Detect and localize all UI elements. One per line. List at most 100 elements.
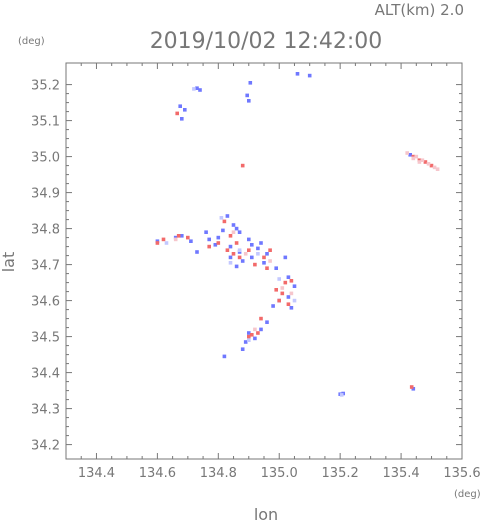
data-point	[243, 340, 248, 344]
data-point	[207, 237, 211, 242]
data-point	[195, 86, 199, 90]
data-point	[420, 158, 425, 162]
y-tick-label: 34.6	[31, 295, 60, 310]
data-point	[234, 241, 239, 245]
x-tick-label: 134.6	[139, 466, 176, 481]
data-point	[192, 87, 196, 91]
data-point	[247, 99, 251, 103]
data-point	[283, 255, 288, 260]
y-tick-label: 34.4	[31, 367, 60, 382]
data-point	[295, 72, 300, 76]
data-point	[268, 259, 272, 263]
data-point	[231, 223, 236, 227]
data-point	[228, 234, 233, 238]
x-tick-label: 135.2	[322, 466, 359, 481]
data-point	[189, 239, 193, 243]
y-tick-label: 34.8	[31, 223, 60, 238]
data-point	[277, 298, 281, 303]
y-tick-label: 34.7	[31, 259, 60, 274]
data-point	[213, 243, 218, 247]
x-tick-label: 134.8	[200, 466, 237, 481]
data-point	[180, 234, 184, 238]
data-point	[265, 252, 269, 256]
data-point	[245, 93, 249, 98]
data-point	[231, 252, 236, 256]
y-unit-label: (deg)	[18, 36, 45, 47]
data-point	[183, 108, 187, 112]
data-point	[339, 393, 344, 397]
data-point	[234, 226, 239, 231]
data-point	[280, 286, 285, 290]
data-point	[216, 241, 221, 245]
x-axis-label: lon	[254, 505, 278, 521]
data-point	[286, 302, 291, 306]
data-point	[259, 241, 263, 245]
data-point	[280, 291, 285, 296]
data-point	[250, 243, 254, 247]
y-tick-label: 34.3	[31, 403, 60, 418]
data-point	[274, 266, 278, 270]
data-point	[216, 235, 221, 240]
data-point	[283, 280, 288, 285]
data-point	[225, 214, 230, 218]
y-tick-label: 34.5	[31, 331, 60, 346]
data-point	[173, 237, 178, 242]
data-point	[417, 160, 422, 164]
y-tick-label: 34.2	[31, 439, 60, 454]
data-point	[219, 216, 224, 220]
data-point	[259, 327, 263, 332]
data-point	[198, 88, 202, 92]
data-point	[268, 248, 272, 252]
data-point	[253, 262, 257, 267]
data-point	[429, 163, 434, 168]
data-point	[253, 336, 257, 341]
data-point	[408, 153, 412, 157]
data-point	[234, 264, 239, 269]
data-point	[237, 230, 242, 234]
data-point	[161, 237, 166, 242]
data-point	[271, 304, 275, 308]
data-points	[155, 72, 440, 397]
data-point	[435, 167, 440, 171]
data-point	[432, 165, 437, 170]
data-point	[289, 291, 294, 296]
data-point	[265, 266, 269, 270]
data-point	[225, 248, 230, 252]
x-tick-label: 134.4	[78, 466, 115, 481]
x-unit-label: (deg)	[454, 489, 481, 500]
data-point	[175, 111, 179, 116]
data-point	[247, 338, 251, 342]
data-point	[289, 279, 294, 283]
data-point	[277, 277, 281, 281]
data-point	[256, 246, 260, 251]
y-tick-label: 35.0	[31, 151, 60, 166]
data-point	[307, 73, 312, 78]
data-point	[237, 255, 242, 260]
data-point	[250, 255, 254, 260]
data-point	[289, 306, 294, 310]
data-point	[414, 154, 419, 159]
data-point	[259, 316, 263, 321]
data-point	[253, 327, 257, 332]
data-point	[426, 162, 431, 166]
data-point	[204, 230, 208, 234]
data-point	[222, 219, 227, 224]
altitude-label: ALT(km) 2.0	[375, 1, 464, 19]
data-point	[186, 235, 190, 240]
data-point	[286, 295, 291, 299]
data-point	[247, 334, 251, 339]
data-point	[207, 244, 211, 249]
data-point	[243, 252, 248, 256]
data-point	[228, 261, 233, 265]
data-point	[240, 347, 245, 351]
data-point	[262, 261, 266, 265]
data-point	[423, 160, 428, 164]
data-point	[231, 230, 236, 234]
data-point	[228, 244, 233, 249]
y-tick-label: 35.2	[31, 79, 60, 94]
data-point	[248, 81, 253, 85]
data-point	[228, 255, 233, 260]
data-point	[222, 354, 227, 359]
x-axis-ticks: 134.4 134.6 134.8 135.0 135.2 135.4 135.6	[78, 63, 481, 481]
